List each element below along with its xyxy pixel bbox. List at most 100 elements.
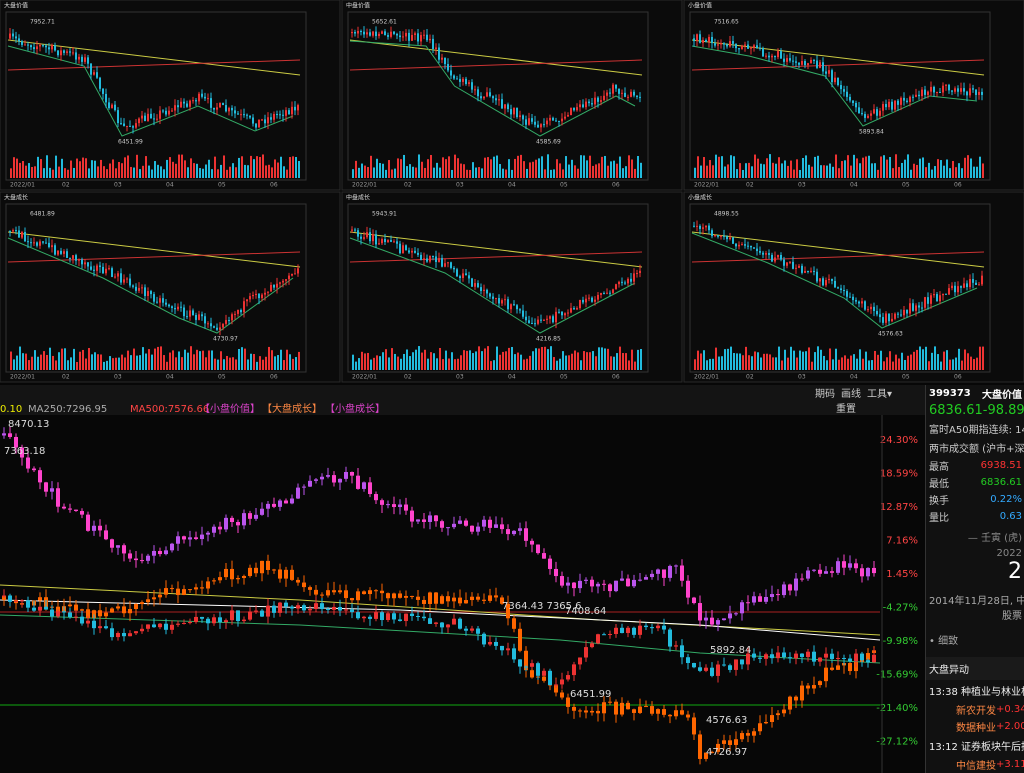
volume-bar bbox=[607, 348, 609, 370]
candle bbox=[102, 266, 104, 274]
candle bbox=[375, 234, 377, 245]
date-label: 04 bbox=[166, 182, 174, 189]
volume-bar bbox=[532, 351, 534, 370]
candle bbox=[819, 62, 821, 68]
candle bbox=[566, 675, 570, 680]
candle bbox=[320, 603, 324, 610]
volume-bar bbox=[613, 356, 615, 370]
candle bbox=[476, 628, 480, 634]
date-label: 06 bbox=[270, 374, 278, 381]
candle bbox=[255, 123, 257, 128]
candle bbox=[194, 616, 198, 623]
candle bbox=[356, 591, 360, 601]
candle bbox=[591, 103, 593, 105]
volume-bar bbox=[973, 359, 975, 370]
volume-bar bbox=[781, 163, 783, 178]
candle bbox=[414, 33, 416, 35]
volume-bar bbox=[697, 156, 699, 178]
candle bbox=[128, 608, 132, 614]
candle bbox=[420, 35, 422, 42]
candle bbox=[552, 117, 554, 121]
volume-bar bbox=[256, 156, 258, 178]
candle bbox=[344, 590, 348, 599]
volume-bar bbox=[397, 356, 399, 370]
candle bbox=[98, 610, 102, 617]
toolbar-item[interactable]: 工具▾ bbox=[867, 388, 892, 400]
volume-bar bbox=[76, 361, 78, 370]
date-label: 04 bbox=[850, 374, 858, 381]
candle bbox=[266, 503, 270, 509]
candle bbox=[561, 118, 563, 122]
volume-bar bbox=[115, 168, 117, 178]
candle bbox=[764, 596, 768, 602]
date-label: 05 bbox=[218, 182, 226, 189]
candle bbox=[561, 311, 563, 316]
volume-bar bbox=[877, 169, 879, 178]
candle bbox=[588, 297, 590, 299]
candle bbox=[632, 579, 636, 587]
candle bbox=[756, 248, 758, 252]
volume-bar bbox=[613, 160, 615, 178]
volume-bar bbox=[166, 159, 168, 178]
candle bbox=[852, 100, 854, 104]
candle bbox=[614, 701, 618, 715]
volume-bar bbox=[439, 347, 441, 370]
date-label: 05 bbox=[902, 374, 910, 381]
volume-bar bbox=[859, 163, 861, 178]
volume-bar bbox=[565, 355, 567, 370]
candle bbox=[774, 55, 776, 58]
candle bbox=[410, 613, 414, 617]
candle bbox=[399, 35, 401, 38]
candle bbox=[294, 273, 296, 275]
candle bbox=[152, 550, 156, 556]
volume-bar bbox=[859, 349, 861, 370]
candle bbox=[189, 310, 191, 317]
volume-bar bbox=[262, 359, 264, 370]
candle bbox=[159, 298, 161, 303]
volume-bar bbox=[67, 169, 69, 178]
candle bbox=[156, 301, 158, 303]
news-stock: 中信建投+3.11% bbox=[926, 756, 1024, 773]
toolbar-item[interactable]: 期码 bbox=[815, 388, 835, 400]
candle bbox=[716, 664, 720, 676]
volume-bar bbox=[352, 354, 354, 370]
candle bbox=[620, 702, 624, 715]
candle bbox=[501, 300, 503, 304]
candle bbox=[894, 100, 896, 110]
candle bbox=[537, 124, 539, 128]
toolbar-item[interactable]: 画线 bbox=[841, 387, 861, 400]
date-label: 06 bbox=[954, 182, 962, 189]
candle bbox=[480, 96, 482, 99]
candle bbox=[840, 288, 842, 291]
candle bbox=[969, 88, 971, 96]
volume-bar bbox=[466, 169, 468, 178]
volume-bar bbox=[562, 169, 564, 178]
candle bbox=[510, 304, 512, 310]
candle bbox=[354, 229, 356, 231]
ma-line bbox=[7, 231, 301, 268]
candle bbox=[2, 433, 6, 436]
candle bbox=[224, 568, 228, 578]
candle bbox=[897, 100, 899, 105]
candle bbox=[735, 43, 737, 49]
candle bbox=[936, 294, 938, 302]
volume-bar bbox=[904, 359, 906, 370]
candle bbox=[114, 276, 116, 278]
candle bbox=[978, 284, 980, 286]
candle bbox=[854, 563, 858, 569]
volume-bar bbox=[802, 157, 804, 178]
volume-bar bbox=[799, 350, 801, 370]
candle bbox=[272, 503, 276, 507]
volume-bar bbox=[877, 354, 879, 370]
candle bbox=[27, 241, 29, 243]
candle bbox=[264, 119, 266, 124]
price-annotation: 5892.84 bbox=[710, 645, 751, 656]
news-text: 证券板块午后持续 bbox=[961, 742, 1024, 753]
date-label: 05 bbox=[560, 182, 568, 189]
candle bbox=[372, 31, 374, 36]
date-label: 02 bbox=[404, 374, 412, 381]
volume-bar bbox=[25, 165, 27, 178]
candle bbox=[861, 301, 863, 304]
candle bbox=[123, 123, 125, 126]
